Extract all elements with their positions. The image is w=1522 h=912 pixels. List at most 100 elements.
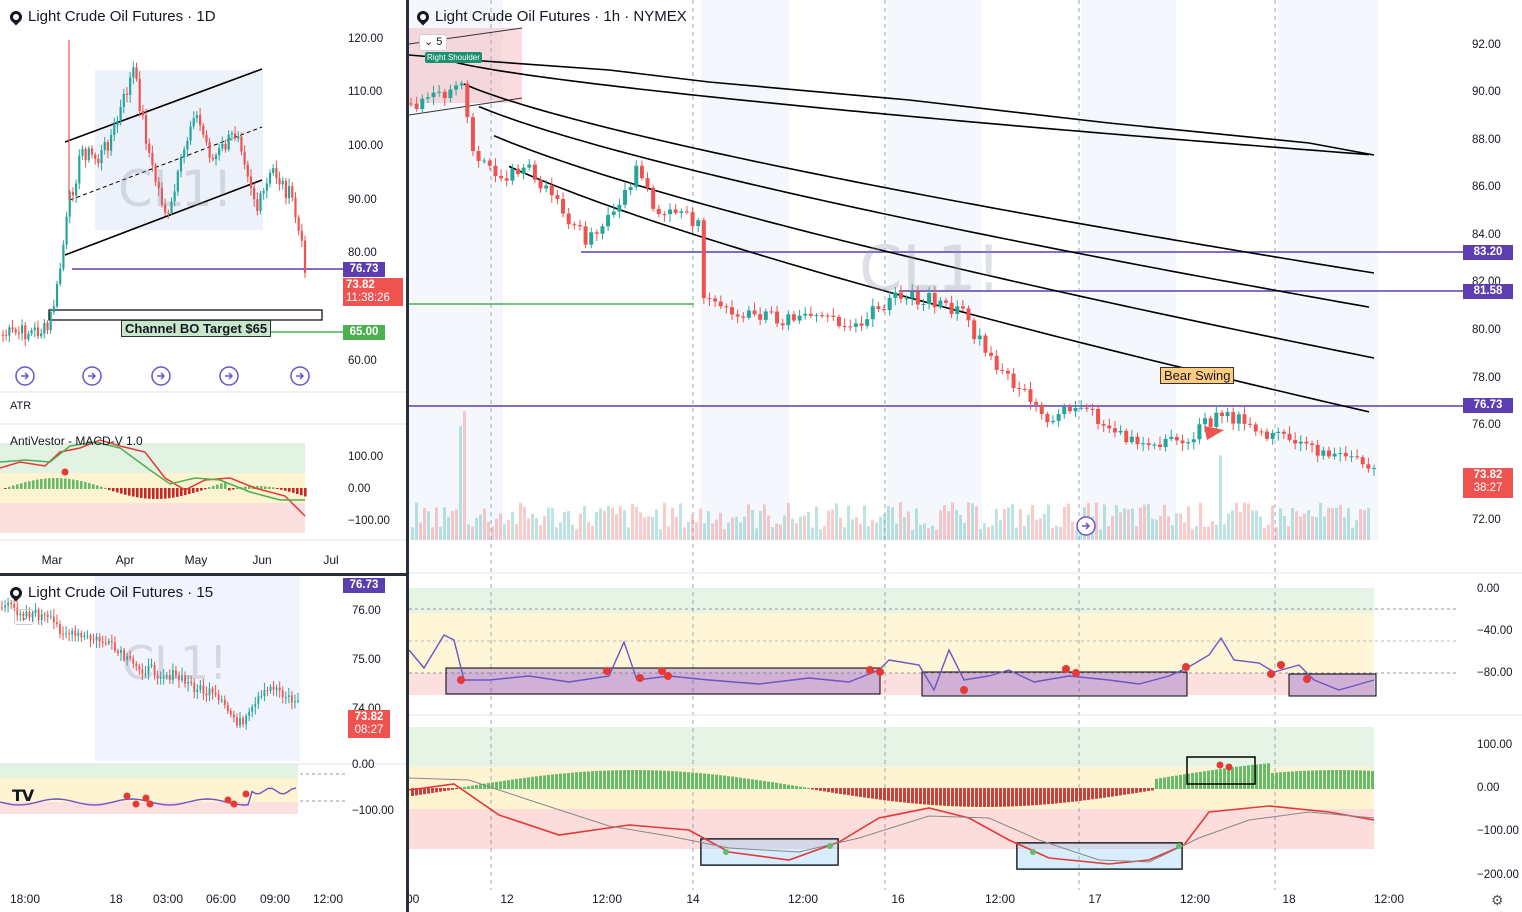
volume-bar (991, 525, 994, 540)
rsi-signal-dot (1277, 661, 1285, 669)
hourly-candle-body (1084, 407, 1089, 409)
hourly-candle-body (1191, 439, 1196, 443)
volume-bar (567, 511, 570, 540)
hourly-candle-body (617, 204, 622, 212)
volume-bar (1287, 526, 1290, 540)
collapse-indicators-button[interactable]: ⌄ 5 (419, 34, 448, 51)
m15-candle-body (71, 630, 74, 635)
rsi-signal-dot (960, 686, 968, 694)
macd-hist-bar (899, 788, 902, 803)
hourly-candle-body (414, 103, 419, 109)
daily-chart-canvas[interactable]: 120.00 110.00 100.00 90.00 80.00 60.00 100.00 0… (0, 0, 406, 574)
volume-bar (963, 522, 966, 540)
macd-signal-dot (827, 843, 833, 849)
macd-hist-bar (859, 788, 862, 797)
daily-candle-body (119, 106, 122, 121)
volume-bar (495, 518, 498, 540)
macd-hist-bar (723, 775, 726, 789)
volume-bar (1131, 508, 1134, 540)
daily-candle-body (297, 217, 300, 231)
hourly-candle-body (1129, 436, 1134, 443)
macd-hist-bar (1303, 770, 1306, 789)
daily-candle-body (272, 168, 275, 173)
m15-candle-body (205, 693, 208, 696)
m15-candle-body (187, 682, 190, 684)
daily-candle-body (221, 144, 224, 149)
vertical-separator[interactable] (406, 0, 409, 912)
macd-signal-dot (723, 849, 729, 855)
daily-candle-body (129, 77, 132, 95)
m15-candle-body (65, 633, 67, 635)
volume-bar (867, 526, 870, 540)
m15-chart-pane[interactable]: 76.00 75.00 74.00 0.00 −100.00 Light Crude O… (0, 576, 406, 912)
hourly-candle-body (437, 91, 442, 93)
volume-bar (1211, 521, 1214, 540)
daily-candle-body (49, 311, 52, 330)
m15-candle-body (199, 685, 202, 690)
chevron-down-icon[interactable]: ⌄ (14, 609, 34, 625)
daily-hist-bar (36, 479, 39, 489)
macd-hist-bar (551, 774, 554, 789)
hourly-candle-body (651, 187, 656, 209)
daily-chart-pane[interactable]: 120.00 110.00 100.00 90.00 80.00 60.00 100.00 0… (0, 0, 406, 574)
daily-hist-bar (256, 486, 259, 489)
macd-hist-bar (1179, 774, 1182, 789)
m15-level-badge: 76.73 (343, 578, 385, 593)
hourly-candle-body (555, 195, 560, 199)
m15-candle-body (28, 611, 31, 618)
daily-candle-body (135, 67, 138, 80)
macd-hist-bar (1351, 770, 1354, 789)
hourly-candle-body (611, 211, 616, 215)
rsi-signal-dot (636, 674, 644, 682)
rsi-signal-dot (603, 667, 611, 675)
volume-bar (819, 529, 822, 540)
daily-hist-bar (28, 481, 31, 489)
m15-candle-body (95, 636, 98, 641)
volume-bar (463, 411, 466, 540)
volume-bar (739, 522, 742, 540)
horizontal-separator[interactable] (0, 573, 406, 576)
daily-hist-bar (40, 478, 43, 489)
hourly-candle-body (454, 85, 459, 90)
volume-bar (531, 513, 534, 540)
macd-hist-bar (795, 785, 798, 789)
hourly-y-tick: 84.00 (1472, 229, 1501, 241)
m15-candle-body (266, 690, 269, 692)
hourly-candle-body (1107, 425, 1112, 429)
hourly-candle-body (482, 160, 487, 162)
hourly-candle-body (730, 307, 734, 315)
macd-hist-bar (879, 788, 882, 800)
hourly-chart-pane[interactable]: 92.00 90.00 88.00 86.00 84.00 82.00 80.00 78.00… (409, 0, 1522, 912)
macd-hist-bar (1275, 772, 1278, 789)
macd-hist-bar (999, 788, 1002, 807)
daily-hist-bar (100, 486, 103, 489)
m15-candle-body (294, 701, 296, 703)
daily-hist-bar (224, 482, 227, 489)
m15-candle-body (175, 670, 177, 676)
settings-gear-icon[interactable]: ⚙ (1491, 892, 1504, 908)
m15-candle-body (1, 607, 3, 609)
tradingview-logo[interactable]: TV (12, 786, 34, 805)
daily-hist-bar (16, 484, 19, 489)
macd-hist-bar (1143, 788, 1146, 792)
macd-hist-bar (635, 770, 638, 789)
daily-hist-bar (184, 488, 187, 496)
daily-candle-body (75, 183, 78, 196)
hourly-chart-canvas[interactable]: 92.0090.0088.0086.0084.0082.0080.0078.00… (409, 0, 1522, 912)
m15-candle-body (22, 613, 25, 617)
daily-candle-body (227, 134, 230, 150)
macd-hist-bar (547, 774, 550, 789)
m15-candle-body (251, 706, 254, 712)
volume-bar (579, 513, 582, 540)
daily-hist-bar (236, 487, 239, 489)
macd-hist-bar (623, 770, 626, 789)
macd-hist-bar (819, 788, 822, 791)
volume-bar (911, 529, 914, 540)
volume-bar (479, 514, 482, 540)
macd-hist-bar (1123, 788, 1126, 795)
hourly-candle-body (1017, 388, 1022, 390)
hourly-candle-body (628, 187, 633, 190)
macd-hist-bar (979, 788, 982, 807)
m15-candle-body (168, 675, 171, 681)
